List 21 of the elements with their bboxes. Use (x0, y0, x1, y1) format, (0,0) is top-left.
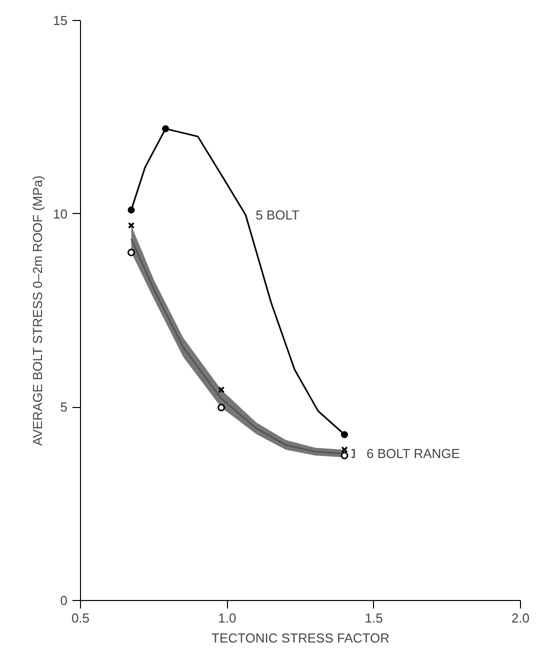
x-tick-label: 0.5 (71, 610, 90, 626)
point (162, 125, 170, 132)
point (128, 222, 135, 229)
y-tick-label: 15 (53, 13, 68, 28)
x-tick-label: 1.0 (218, 610, 236, 626)
point (127, 248, 135, 256)
y-tick-label: 0 (60, 593, 68, 608)
point (340, 452, 348, 460)
x-axis-title: TECTONIC STRESS FACTOR (212, 630, 390, 646)
point (128, 206, 135, 214)
point (218, 386, 225, 394)
point (341, 431, 348, 438)
x-tick-label: 1.5 (364, 610, 383, 626)
y-tick-label: 5 (60, 400, 68, 415)
point (218, 404, 226, 412)
x-tick-label: 2.0 (511, 610, 530, 626)
point (341, 446, 348, 454)
y-tick-label: 10 (53, 206, 68, 222)
y-axis-title: AVERAGE BOLT STRESS 0–2m ROOF (MPa) (30, 176, 46, 446)
series-label: 5 BOLT (256, 207, 300, 222)
legend-label: 6 BOLT RANGE (366, 446, 460, 462)
